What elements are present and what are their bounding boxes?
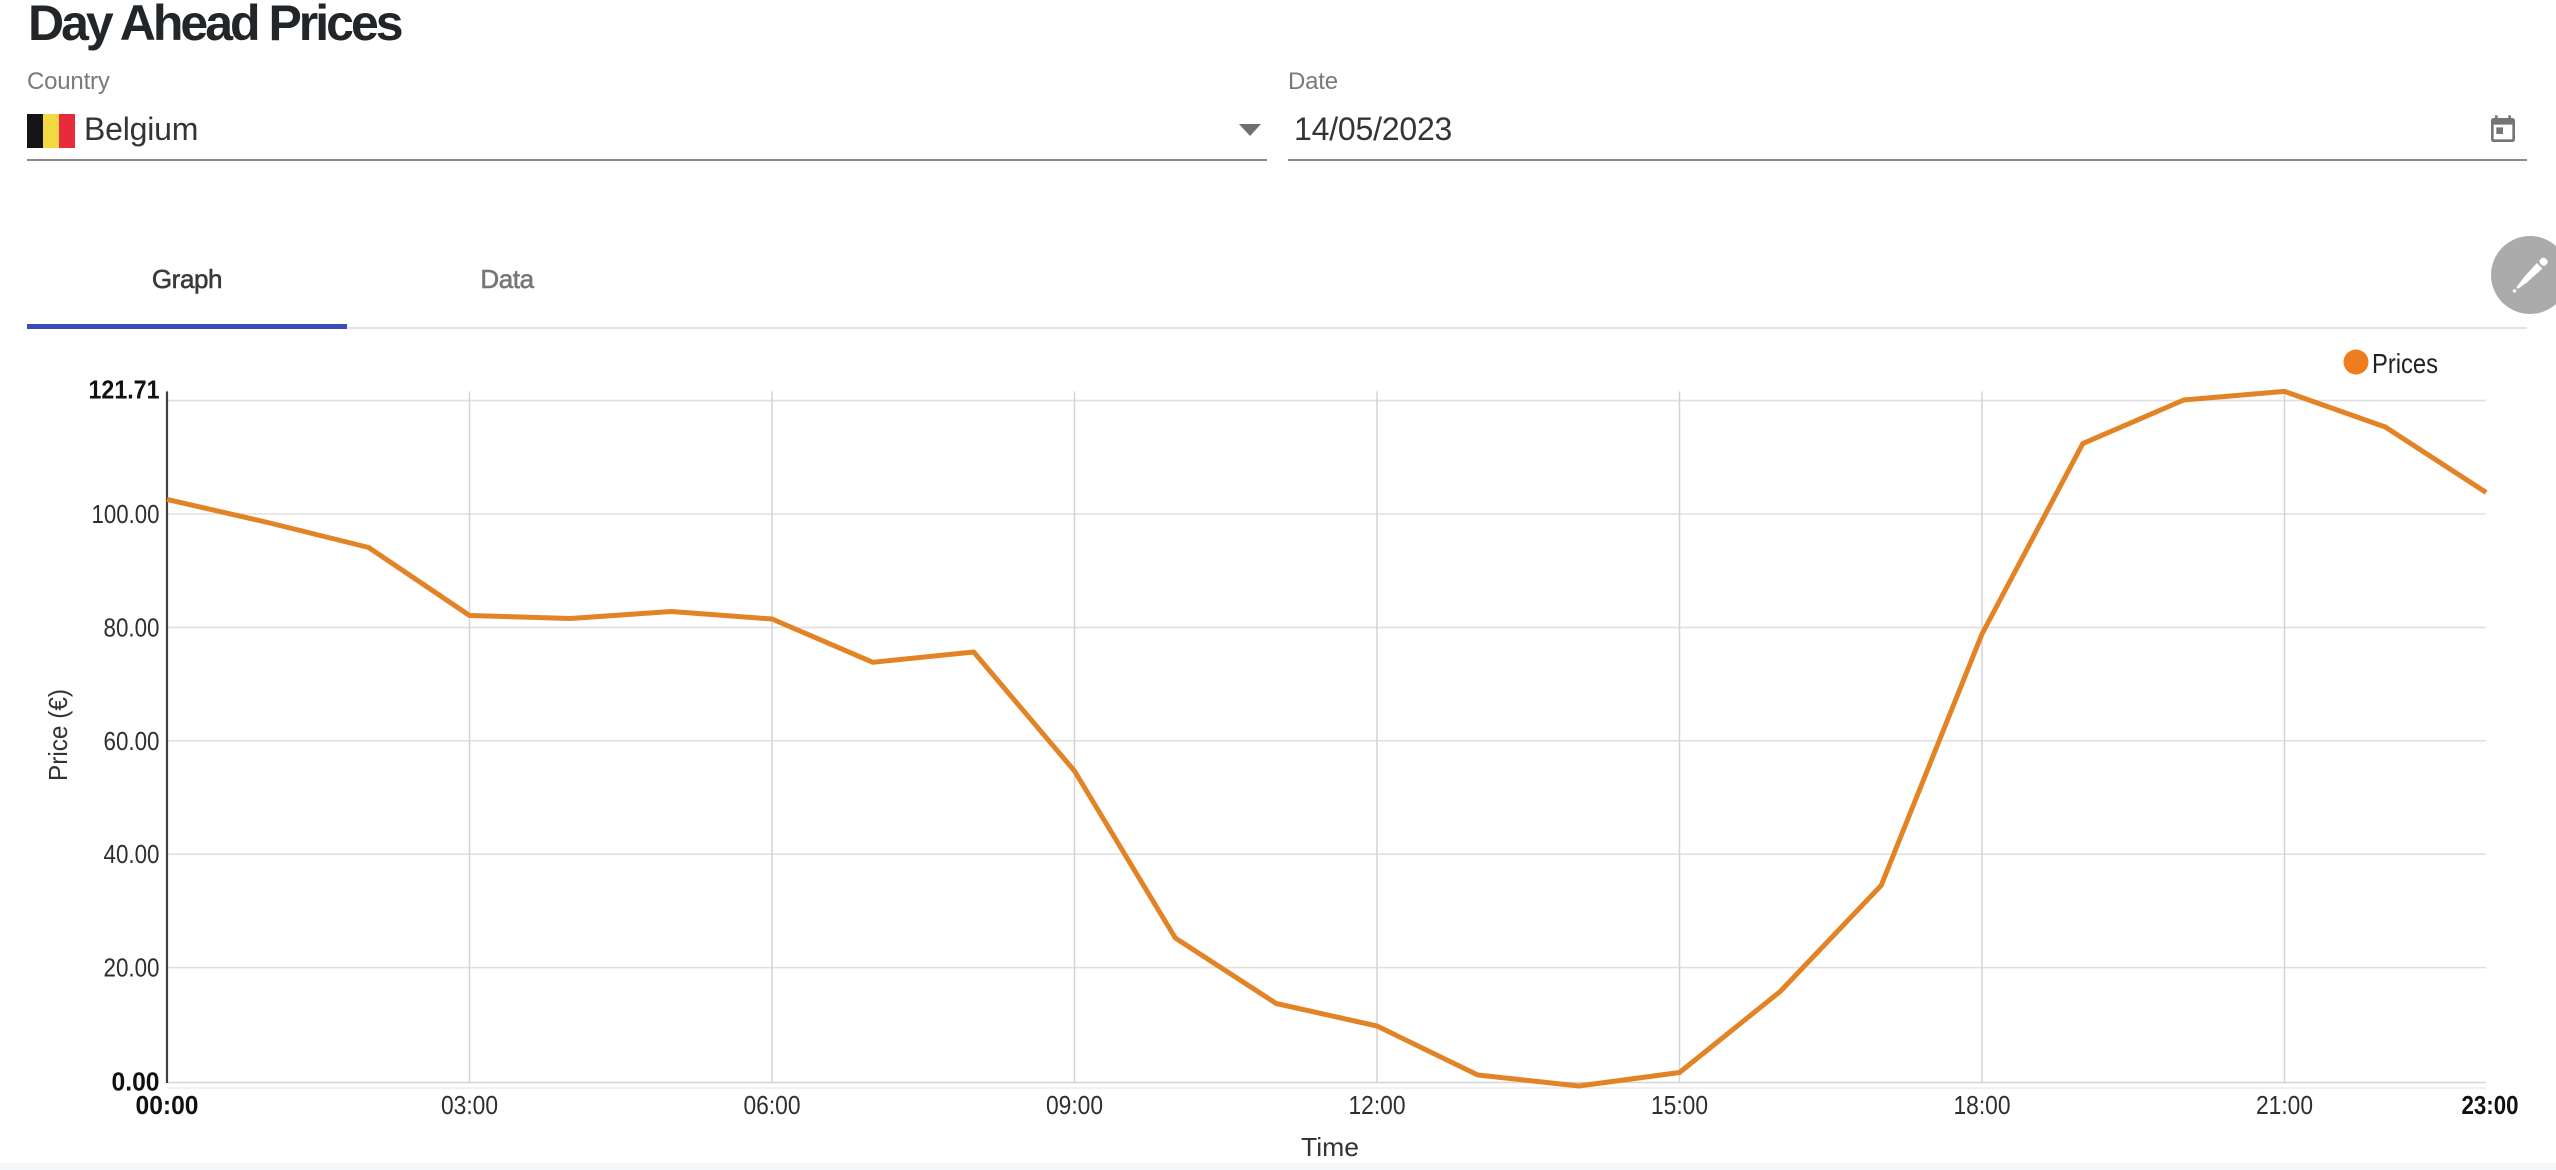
svg-text:60.00: 60.00 xyxy=(104,726,160,756)
svg-text:15:00: 15:00 xyxy=(1651,1090,1708,1120)
svg-text:121.71: 121.71 xyxy=(89,374,160,404)
svg-text:Time: Time xyxy=(1301,1132,1359,1162)
svg-text:Prices: Prices xyxy=(2372,348,2438,379)
svg-text:03:00: 03:00 xyxy=(441,1090,498,1120)
svg-text:Price (€): Price (€) xyxy=(43,689,73,781)
svg-text:23:00: 23:00 xyxy=(2462,1090,2519,1120)
svg-text:20.00: 20.00 xyxy=(104,953,160,983)
svg-text:09:00: 09:00 xyxy=(1046,1090,1103,1120)
svg-text:40.00: 40.00 xyxy=(104,839,160,869)
svg-text:12:00: 12:00 xyxy=(1349,1090,1406,1120)
svg-text:100.00: 100.00 xyxy=(92,499,160,529)
svg-text:80.00: 80.00 xyxy=(104,612,160,642)
svg-text:00:00: 00:00 xyxy=(136,1090,199,1120)
svg-text:18:00: 18:00 xyxy=(1954,1090,2011,1120)
svg-text:06:00: 06:00 xyxy=(744,1090,801,1120)
svg-text:0.00: 0.00 xyxy=(112,1067,160,1097)
svg-text:21:00: 21:00 xyxy=(2256,1090,2313,1120)
